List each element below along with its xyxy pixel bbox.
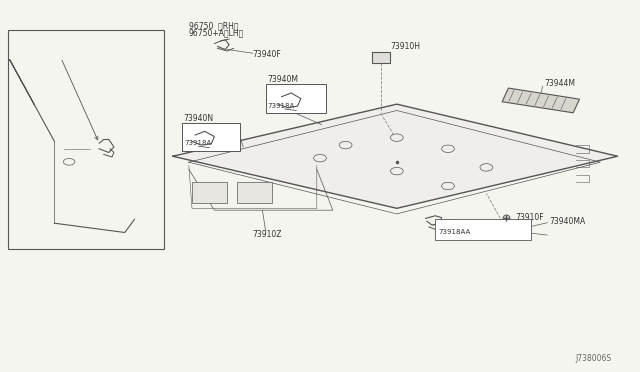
Text: 73910Z: 73910Z bbox=[253, 230, 282, 239]
Bar bbox=[8, 30, 164, 249]
Text: 73910F: 73910F bbox=[515, 213, 544, 222]
Text: 73940M: 73940M bbox=[267, 75, 298, 84]
Text: 73918A: 73918A bbox=[184, 140, 212, 146]
Bar bbox=[435, 219, 531, 240]
Bar bbox=[192, 182, 227, 203]
Text: 73910H: 73910H bbox=[390, 42, 420, 51]
Bar bbox=[182, 123, 240, 151]
Text: 73941N(LH): 73941N(LH) bbox=[14, 42, 58, 49]
Bar bbox=[372, 52, 390, 63]
Bar bbox=[237, 182, 272, 203]
Text: 73918AA: 73918AA bbox=[438, 229, 470, 235]
Bar bbox=[266, 84, 326, 113]
Text: 73918A: 73918A bbox=[268, 103, 295, 109]
Text: 96750  〈RH〉: 96750 〈RH〉 bbox=[189, 22, 238, 31]
Text: 96750+A〈LH〉: 96750+A〈LH〉 bbox=[189, 28, 244, 37]
Text: 73940N: 73940N bbox=[184, 114, 214, 123]
Polygon shape bbox=[173, 104, 618, 208]
Text: J738006S: J738006S bbox=[575, 355, 611, 363]
Bar bbox=[502, 88, 579, 113]
Text: 73940MA: 73940MA bbox=[549, 218, 586, 227]
Text: 73944M: 73944M bbox=[544, 79, 575, 88]
Text: 73940F: 73940F bbox=[253, 50, 282, 59]
Text: 73940N(RH): 73940N(RH) bbox=[14, 36, 59, 42]
